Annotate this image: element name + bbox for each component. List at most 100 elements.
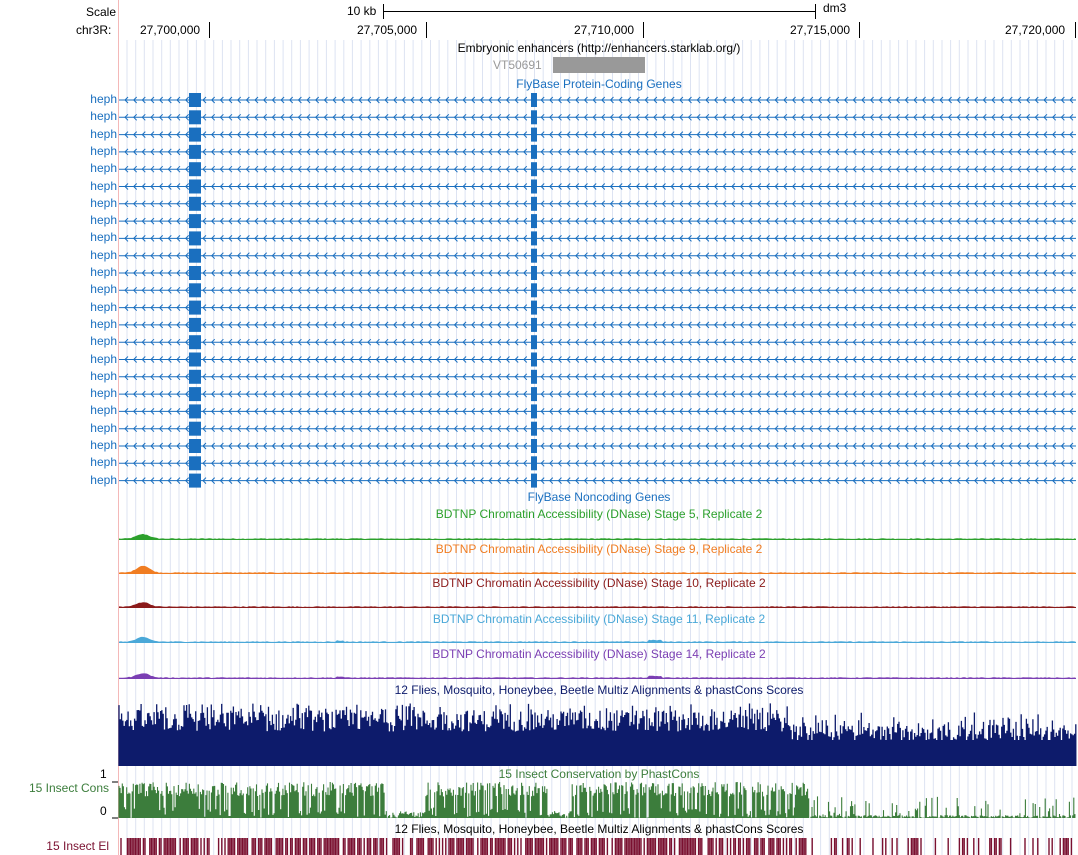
phastcons-track-title[interactable]: 15 Insect Conservation by PhastCons <box>498 767 700 781</box>
exon <box>531 317 537 332</box>
phastcons-side-label[interactable]: 15 Insect Cons <box>28 781 109 795</box>
strand-arrows <box>124 390 1074 398</box>
gene-label[interactable]: heph <box>90 126 117 141</box>
gene-row[interactable] <box>119 231 1076 246</box>
gene-label[interactable]: heph <box>90 230 117 245</box>
gene-track[interactable] <box>119 93 1076 488</box>
exon <box>189 369 201 384</box>
gene-row[interactable] <box>119 127 1076 142</box>
gene-label[interactable]: heph <box>90 213 117 228</box>
gene-row[interactable] <box>119 421 1076 436</box>
gene-row[interactable] <box>119 93 1076 107</box>
dnase-stage10-title[interactable]: BDTNP Chromatin Accessibility (DNase) St… <box>432 576 766 590</box>
exon <box>531 404 537 419</box>
gene-label[interactable]: heph <box>90 334 117 349</box>
gene-label[interactable]: heph <box>90 92 117 106</box>
strand-arrows <box>124 96 1074 104</box>
dnase-stage5-title[interactable]: BDTNP Chromatin Accessibility (DNase) St… <box>435 507 763 521</box>
strand-arrows <box>124 304 1074 311</box>
exon <box>189 456 201 471</box>
exon <box>189 266 201 280</box>
dnase-track[interactable] <box>119 636 1076 643</box>
gene-label[interactable]: heph <box>90 109 117 124</box>
gene-label[interactable]: heph <box>90 386 117 401</box>
strand-arrows <box>124 321 1074 329</box>
strand-arrows <box>124 269 1074 277</box>
gene-row[interactable] <box>119 439 1076 453</box>
gene-label[interactable]: heph <box>90 178 117 193</box>
gene-row[interactable] <box>119 369 1076 384</box>
gene-row[interactable] <box>119 196 1076 211</box>
exon <box>189 387 201 402</box>
chrom-label: chr3R: <box>76 23 112 37</box>
gene-row[interactable] <box>119 179 1076 194</box>
gene-label[interactable]: heph <box>90 316 117 331</box>
gene-row[interactable] <box>119 387 1076 402</box>
gene-row[interactable] <box>119 266 1076 280</box>
gene-label[interactable]: heph <box>90 161 117 176</box>
gene-row[interactable] <box>119 404 1076 419</box>
noncoding-track-title[interactable]: FlyBase Noncoding Genes <box>527 490 671 504</box>
position-ticks <box>209 22 1076 38</box>
gene-row[interactable] <box>119 283 1076 298</box>
dnase-track[interactable] <box>119 602 1076 608</box>
gene-label[interactable]: heph <box>90 143 117 158</box>
exon <box>531 421 537 436</box>
strand-arrows <box>124 252 1074 260</box>
dnase-track[interactable] <box>119 673 1076 679</box>
enhancer-track-title[interactable]: Embryonic enhancers (http://enhancers.st… <box>457 41 741 55</box>
gene-label[interactable]: heph <box>90 438 117 452</box>
gene-row[interactable] <box>119 335 1076 350</box>
gene-label[interactable]: heph <box>90 299 117 314</box>
strand-arrows <box>124 165 1074 173</box>
gene-row[interactable] <box>119 473 1076 488</box>
elements-track-title[interactable]: 12 Flies, Mosquito, Honeybee, Beetle Mul… <box>394 822 804 836</box>
dnase-stage9-title[interactable]: BDTNP Chromatin Accessibility (DNase) St… <box>435 542 763 556</box>
dnase-track[interactable] <box>119 533 1076 540</box>
elements-side-label[interactable]: 15 Insect El <box>46 839 109 853</box>
strand-arrows <box>124 131 1074 138</box>
gene-label[interactable]: heph <box>90 282 117 297</box>
exon <box>189 404 201 419</box>
exon <box>531 456 537 471</box>
multiz-track-title[interactable]: 12 Flies, Mosquito, Honeybee, Beetle Mul… <box>394 683 804 697</box>
gene-label[interactable]: heph <box>90 265 117 279</box>
dnase-tracks[interactable] <box>119 533 1076 679</box>
gene-row[interactable] <box>119 248 1076 263</box>
scale-bar <box>383 4 816 19</box>
conserved-elements-track[interactable] <box>120 838 1073 855</box>
dnase-stage11-title[interactable]: BDTNP Chromatin Accessibility (DNase) St… <box>432 612 766 626</box>
gene-label[interactable]: heph <box>90 455 117 470</box>
enhancer-item[interactable] <box>553 57 645 73</box>
exon <box>531 231 537 246</box>
enhancer-item-label[interactable]: VT50691 <box>493 58 542 72</box>
scale-value: 10 kb <box>347 4 377 18</box>
gene-label[interactable]: heph <box>90 351 117 366</box>
gene-row[interactable] <box>119 317 1076 332</box>
gene-label[interactable]: heph <box>90 195 117 210</box>
exon <box>189 110 201 125</box>
gene-label[interactable]: heph <box>90 368 117 383</box>
gene-label[interactable]: heph <box>90 420 117 435</box>
gene-row[interactable] <box>119 162 1076 177</box>
gene-row[interactable] <box>119 110 1076 125</box>
gene-label[interactable]: heph <box>90 247 117 262</box>
gene-row[interactable] <box>119 352 1076 367</box>
dnase-track[interactable] <box>119 565 1076 574</box>
exon <box>531 439 537 453</box>
exon <box>531 179 537 194</box>
gene-row[interactable] <box>119 300 1076 315</box>
phastcons-track[interactable] <box>112 781 1076 819</box>
gene-label[interactable]: heph <box>90 403 117 418</box>
gene-label[interactable]: heph <box>90 472 117 487</box>
gene-row[interactable] <box>119 456 1076 471</box>
position-label: 27,700,000 <box>140 23 201 37</box>
gene-row[interactable] <box>119 214 1076 229</box>
dnase-stage14-title[interactable]: BDTNP Chromatin Accessibility (DNase) St… <box>432 647 766 661</box>
gene-row[interactable] <box>119 144 1076 159</box>
strand-arrows <box>124 477 1074 484</box>
phastcons-axis-min: 0 <box>100 804 107 818</box>
gene-track-title[interactable]: FlyBase Protein-Coding Genes <box>516 77 682 91</box>
multiz-track[interactable] <box>118 703 1077 766</box>
